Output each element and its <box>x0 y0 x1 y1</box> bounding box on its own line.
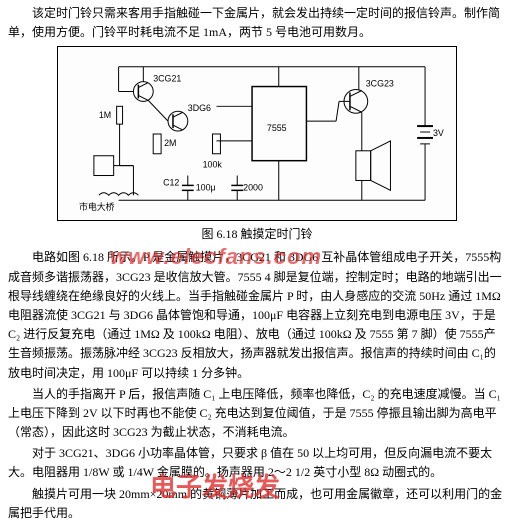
label-c1: 100μ <box>196 183 216 193</box>
label-r1: 2M <box>164 138 176 148</box>
label-r3: 1M <box>99 111 111 121</box>
label-ic: 7555 <box>267 123 287 133</box>
circuit-diagram: 3CG21 3DG6 2M 100k 7555 C12 100μ 2000 <box>57 46 457 221</box>
label-touch: 市电大桥 <box>79 201 115 212</box>
label-c2: 2000 <box>243 183 263 193</box>
paragraph-2: 当人的手指离开 P 后，报信声随 C₁ 上电压降低，频率也降低，C₂ 的充电速度… <box>8 385 506 443</box>
intro-paragraph: 该定时门铃只需来客用手指触碰一下金属片，就会发出持续一定时间的报信铃声。制作简单… <box>8 4 506 42</box>
label-q2: 3DG6 <box>188 104 211 114</box>
figure-caption: 图 6.18 触摸定时门铃 <box>8 225 506 242</box>
label-c12: C12 <box>163 178 179 188</box>
watermark-url: www.elecfans.com <box>110 244 322 270</box>
label-q1: 3CG21 <box>153 74 181 84</box>
watermark-text: 电子发烧发 <box>150 467 280 504</box>
label-r2: 100k <box>203 160 223 170</box>
label-vcc: 3V <box>433 128 444 138</box>
label-q3: 3CG23 <box>366 79 394 89</box>
